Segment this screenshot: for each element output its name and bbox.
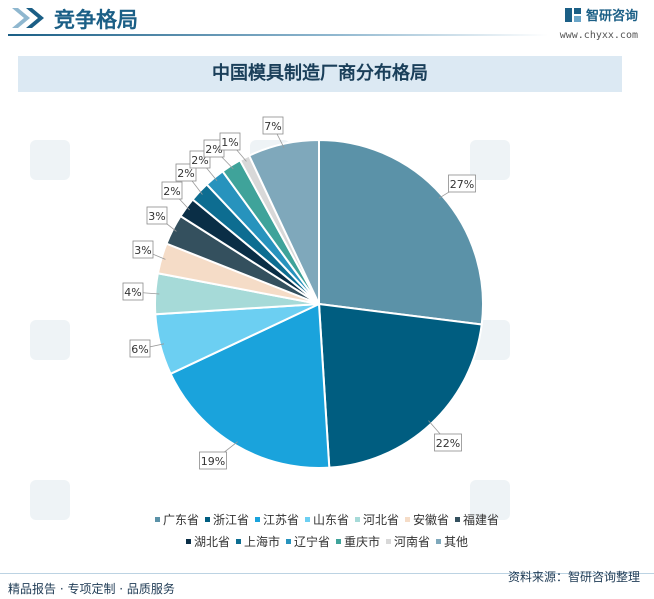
- data-label: 19%: [201, 455, 225, 468]
- header: 竞争格局 智研咨询 www.chyxx.com: [0, 0, 654, 41]
- header-divider: [8, 34, 548, 36]
- legend-label: 山东省: [312, 512, 349, 527]
- data-label: 3%: [148, 210, 165, 223]
- legend-item: 辽宁省: [285, 533, 330, 550]
- legend-item: 安徽省: [405, 511, 449, 528]
- legend-item: 湖北省: [185, 533, 230, 550]
- legend-label: 辽宁省: [293, 534, 330, 549]
- section-title: 竞争格局: [54, 8, 138, 32]
- data-label: 22%: [436, 437, 460, 450]
- legend-item: 上海市: [235, 533, 280, 550]
- legend-swatch: [336, 538, 341, 544]
- data-label: 7%: [264, 120, 281, 133]
- chart-title: 中国模具制造厂商分布格局: [212, 63, 428, 84]
- legend-item: 浙江省: [204, 511, 249, 528]
- pie-slice: [318, 138, 485, 326]
- legend-swatch: [154, 516, 160, 522]
- legend-item: 其他: [436, 533, 468, 550]
- brand: 智研咨询 www.chyxx.com: [560, 5, 638, 41]
- data-label-box: [219, 132, 241, 151]
- legend-swatch: [455, 516, 461, 522]
- legend-item: 福建省: [455, 511, 499, 528]
- data-label-box: [262, 116, 284, 135]
- brand-name: 智研咨询: [585, 9, 638, 24]
- data-label-box: [122, 282, 144, 301]
- legend-item: 山东省: [304, 511, 349, 528]
- legend-label: 浙江省: [212, 512, 249, 527]
- legend-label: 其他: [444, 534, 469, 549]
- legend-label: 重庆市: [344, 534, 381, 549]
- legend-row: 广东省 浙江省 江苏省 山东省 河北省 安徽省 福建省: [0, 508, 654, 530]
- pie-slice: [247, 138, 320, 305]
- legend-swatch: [304, 516, 310, 522]
- data-label: 27%: [450, 178, 474, 191]
- legend-label: 上海市: [243, 534, 280, 549]
- data-label-box: [448, 174, 476, 193]
- footer-tagline: 精品报告 · 专项定制 · 品质服务: [8, 582, 175, 596]
- legend-label: 安徽省: [413, 512, 450, 527]
- data-label: 2%: [177, 167, 194, 180]
- data-label: 3%: [134, 244, 151, 257]
- legend-label: 湖北省: [193, 534, 230, 549]
- data-label-box: [129, 339, 151, 358]
- legend-item: 河北省: [355, 511, 399, 528]
- legend-label: 河南省: [394, 534, 431, 549]
- legend-swatch: [204, 516, 210, 522]
- chevron-right-icon: [12, 8, 44, 28]
- legend-swatch: [185, 538, 191, 544]
- legend-swatch: [436, 538, 442, 544]
- legend-item: 广东省: [154, 511, 199, 528]
- legend-label: 福建省: [463, 512, 500, 527]
- data-label: 4%: [124, 286, 141, 299]
- legend-item: 江苏省: [254, 511, 299, 528]
- chart-legend: 广东省 浙江省 江苏省 山东省 河北省 安徽省 福建省 湖北省 上海市 辽宁省 重庆市 河南省 其他: [0, 508, 654, 552]
- legend-row: 湖北省 上海市 辽宁省 重庆市 河南省 其他: [0, 530, 654, 552]
- footer-divider: [0, 573, 654, 574]
- data-label: 2%: [163, 185, 180, 198]
- legend-item: 河南省: [386, 533, 430, 550]
- legend-label: 江苏省: [262, 512, 299, 527]
- legend-label: 广东省: [162, 512, 199, 527]
- legend-label: 河北省: [363, 512, 400, 527]
- pie-slice: [169, 302, 331, 470]
- brand-logo-icon: [564, 7, 581, 22]
- chart-title-band: 中国模具制造厂商分布格局: [18, 56, 622, 92]
- legend-swatch: [254, 516, 260, 522]
- data-label: 2%: [205, 143, 222, 156]
- data-label-box: [161, 181, 183, 200]
- data-label: 6%: [131, 343, 148, 356]
- legend-swatch: [386, 538, 392, 544]
- source-note: 资料来源：智研咨询整理: [507, 570, 640, 584]
- data-label-box: [199, 451, 227, 470]
- legend-item: 重庆市: [336, 533, 380, 550]
- legend-swatch: [355, 516, 360, 522]
- data-label-box: [434, 433, 462, 452]
- legend-swatch: [405, 516, 411, 522]
- pie-chart: 27%22%19%6%4%3%3%2%2%2%2%1%7%: [122, 116, 485, 470]
- data-label: 1%: [221, 136, 238, 149]
- brand-url: www.chyxx.com: [559, 30, 638, 41]
- legend-swatch: [235, 538, 241, 544]
- legend-swatch: [285, 538, 291, 544]
- data-label-box: [132, 240, 154, 259]
- data-label-box: [146, 206, 168, 225]
